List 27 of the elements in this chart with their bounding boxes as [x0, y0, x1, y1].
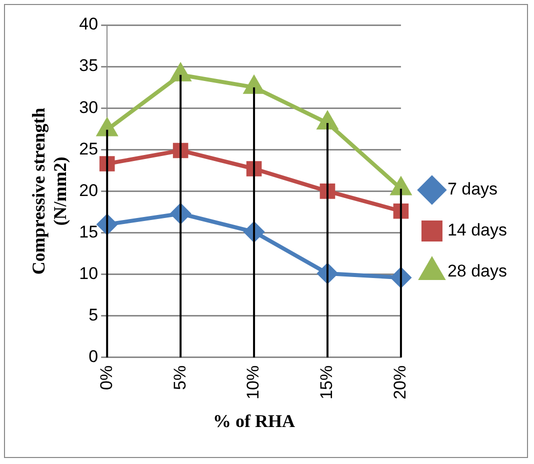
- x-tick-label: 10%: [244, 365, 263, 400]
- y-axis-title: Compressive strength (N/mm2): [28, 108, 70, 275]
- y-tick-label: 20: [79, 180, 98, 200]
- point: [318, 112, 338, 130]
- point: [244, 76, 264, 94]
- y-tick-label: 15: [79, 222, 98, 242]
- point: [99, 156, 115, 172]
- x-tick-label: 5%: [170, 365, 190, 390]
- y-tick-label: 40: [79, 14, 98, 34]
- x-tick-label: 0%: [96, 365, 116, 390]
- point: [170, 64, 190, 82]
- legend-label: 28 days: [447, 262, 508, 281]
- point: [97, 214, 118, 234]
- y-tick-label: 25: [79, 139, 98, 158]
- point: [97, 118, 117, 136]
- y-tick-label: 35: [79, 56, 98, 76]
- x-axis-title: % of RHA: [213, 410, 296, 431]
- y-tick-label: 0: [88, 347, 98, 366]
- y-tick-label: 10: [79, 264, 98, 283]
- legend-label: 7 days: [447, 180, 498, 199]
- legend-label: 14 days: [447, 220, 508, 240]
- point: [246, 161, 262, 176]
- x-tick-label: 20%: [390, 365, 410, 400]
- x-tick-label: 15%: [317, 365, 336, 400]
- y-tick-label: 5: [88, 306, 98, 325]
- point: [320, 184, 336, 199]
- y-tick-label: 30: [79, 98, 98, 117]
